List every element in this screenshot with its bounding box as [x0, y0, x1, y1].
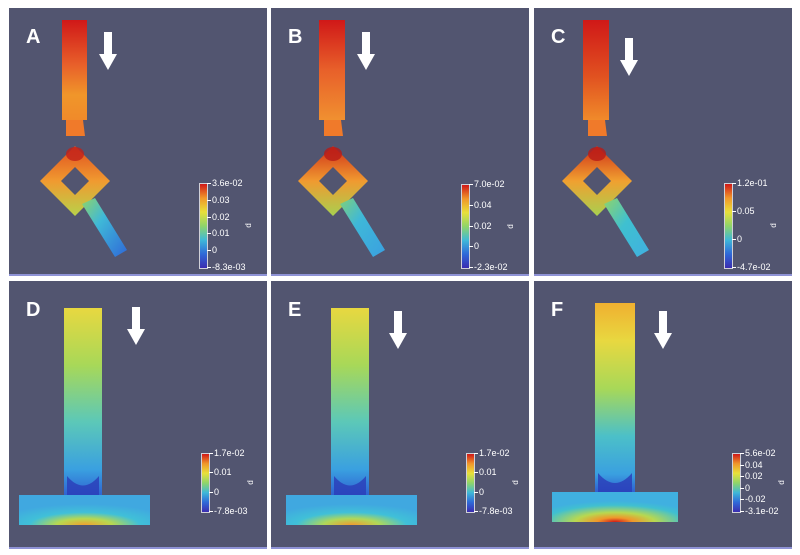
- pressure-field-e: [286, 308, 417, 525]
- colorbar: [724, 183, 733, 269]
- colorbar: [732, 453, 741, 513]
- colorbar-tick-label: 0.05: [737, 206, 755, 216]
- colorbar-variable-label: p: [244, 223, 254, 228]
- colorbar-tick-mark: [209, 511, 213, 512]
- pressure-field-f: [552, 303, 678, 522]
- colorbar-variable-label: p: [506, 223, 516, 229]
- pressure-field-b: [298, 20, 385, 257]
- colorbar-tick-label: 0.02: [474, 221, 492, 231]
- colorbar-tick-label: 0: [745, 483, 751, 493]
- colorbar-tick-label: 0: [214, 487, 220, 497]
- colorbar-tick-label: 0.02: [745, 471, 763, 481]
- colorbar-min-label: -4.7e-02: [737, 262, 771, 272]
- panel-label: B: [288, 26, 303, 48]
- colorbar-tick-label: 0: [737, 234, 743, 244]
- pressure-field-a: [40, 20, 127, 257]
- colorbar-tick-mark: [474, 492, 478, 493]
- colorbar-tick-mark: [740, 453, 744, 454]
- panel-label: A: [26, 26, 41, 48]
- flow-direction-arrow-icon: [620, 38, 638, 76]
- colorbar-tick-mark: [474, 511, 478, 512]
- flow-direction-arrow-icon: [654, 311, 672, 349]
- colorbar-min-label: -7.8e-03: [214, 506, 248, 516]
- colorbar-tick-label: -0.02: [745, 494, 766, 504]
- colorbar-tick-mark: [469, 246, 473, 247]
- colorbar-tick-label: 0.02: [212, 212, 230, 222]
- flow-direction-arrow-icon: [357, 32, 375, 70]
- colorbar-tick-label: 0.04: [474, 200, 492, 210]
- colorbar-tick-mark: [732, 183, 736, 184]
- flow-direction-arrow-icon: [389, 311, 407, 349]
- colorbar-tick-label: 0.01: [212, 228, 230, 238]
- panel-label: C: [551, 26, 566, 48]
- colorbar-tick-mark: [740, 499, 744, 500]
- colorbar-tick-mark: [209, 472, 213, 473]
- colorbar-tick-label: 0.04: [745, 460, 763, 470]
- colorbar-max-label: 1.7e-02: [479, 448, 510, 458]
- panel-c: C 1.2e-01 -4.7e-02 0.05 0 p: [534, 8, 792, 276]
- colorbar-max-label: 1.2e-01: [737, 178, 768, 188]
- colorbar-variable-label: p: [511, 480, 521, 485]
- panel-label: D: [26, 299, 41, 321]
- colorbar-tick-mark: [207, 217, 211, 218]
- colorbar-variable-label: p: [246, 480, 256, 485]
- colorbar-tick-mark: [207, 233, 211, 234]
- panel-e: E 1.7e-02 -7.8e-03 0.01 0 p: [271, 281, 529, 549]
- colorbar-tick-mark: [474, 453, 478, 454]
- colorbar-max-label: 1.7e-02: [214, 448, 245, 458]
- colorbar: [466, 453, 475, 513]
- colorbar-tick-label: 0: [479, 487, 485, 497]
- colorbar-tick-label: 0: [474, 241, 480, 251]
- colorbar-tick-mark: [209, 453, 213, 454]
- colorbar-max-label: 5.6e-02: [745, 448, 776, 458]
- flow-direction-arrow-icon: [127, 307, 145, 345]
- colorbar-tick-mark: [474, 472, 478, 473]
- colorbar-max-label: 3.6e-02: [212, 178, 243, 188]
- colorbar-tick-label: 0: [212, 245, 218, 255]
- colorbar-tick-mark: [207, 183, 211, 184]
- colorbar-min-label: -2.3e-02: [474, 262, 508, 272]
- colorbar-tick-mark: [732, 267, 736, 268]
- colorbar-tick-mark: [469, 267, 473, 268]
- colorbar-tick-mark: [207, 267, 211, 268]
- colorbar-variable-label: p: [769, 223, 779, 228]
- colorbar-tick-mark: [209, 492, 213, 493]
- colorbar-tick-mark: [469, 184, 473, 185]
- panel-f: F 5.6e-02 -3.1e-02 0.04 0.02 0 -0.02 p: [534, 281, 792, 549]
- panel-label: F: [551, 299, 564, 321]
- colorbar-tick-mark: [732, 211, 736, 212]
- colorbar-tick-mark: [207, 250, 211, 251]
- pressure-field-c: [562, 20, 649, 257]
- colorbar-tick-mark: [740, 511, 744, 512]
- colorbar: [199, 183, 208, 269]
- colorbar-tick-mark: [207, 200, 211, 201]
- panel-b: B 7.0e-02 -2.3e-02 0.04 0.02 0 p: [271, 8, 529, 276]
- colorbar-min-label: -3.1e-02: [745, 506, 779, 516]
- colorbar-tick-mark: [740, 465, 744, 466]
- colorbar-variable-label: p: [777, 480, 787, 485]
- colorbar-tick-mark: [469, 205, 473, 206]
- colorbar-tick-label: 0.01: [214, 467, 232, 477]
- colorbar-max-label: 7.0e-02: [474, 179, 505, 189]
- colorbar-tick-mark: [732, 239, 736, 240]
- flow-direction-arrow-icon: [99, 32, 117, 70]
- colorbar-tick-mark: [469, 226, 473, 227]
- colorbar: [201, 453, 210, 513]
- panel-d: D 1.7e-02 -7.8e-03 0.01 0 p: [9, 281, 267, 549]
- colorbar-tick-label: 0.03: [212, 195, 230, 205]
- colorbar-tick-mark: [740, 476, 744, 477]
- colorbar-tick-label: 0.01: [479, 467, 497, 477]
- colorbar-tick-mark: [740, 488, 744, 489]
- panel-label: E: [288, 299, 302, 321]
- panel-a: A 3.6e-02 -8.3e-03 0.03 0.02 0.01 0 p: [9, 8, 267, 276]
- colorbar-min-label: -7.8e-03: [479, 506, 513, 516]
- pressure-field-d: [19, 308, 150, 525]
- colorbar-min-label: -8.3e-03: [212, 262, 246, 272]
